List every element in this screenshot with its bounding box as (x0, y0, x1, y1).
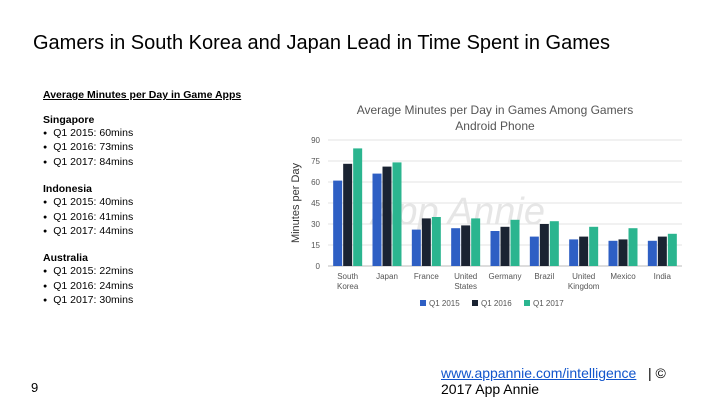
country-name: Australia (43, 252, 88, 265)
legend-label: Q1 2017 (533, 299, 564, 308)
bar (343, 163, 353, 266)
x-tick-label: South (337, 272, 358, 281)
x-tick-label: France (414, 272, 439, 281)
x-tick-label: United (572, 272, 595, 281)
x-tick-label: Korea (337, 282, 359, 291)
bar (461, 225, 471, 266)
list-item: Q1 2015: 40mins (43, 196, 283, 210)
bar (500, 226, 510, 266)
appannie-intelligence-link[interactable]: www.appannie.com/intelligence (441, 365, 637, 381)
list-item: Q1 2015: 22mins (43, 265, 283, 279)
legend-swatch (524, 300, 530, 306)
y-tick-label: 30 (311, 220, 320, 229)
bar (333, 180, 343, 266)
x-tick-label: Germany (489, 272, 522, 281)
x-tick-label: Japan (376, 272, 398, 281)
country-name: Indonesia (43, 183, 93, 196)
list-item: Q1 2017: 84mins (43, 156, 283, 170)
bar (510, 219, 520, 266)
chart-subtitle: Android Phone (455, 119, 535, 133)
bar (608, 240, 618, 266)
bar (549, 221, 559, 266)
legend-label: Q1 2015 (429, 299, 460, 308)
slide-title: Gamers in South Korea and Japan Lead in … (33, 32, 611, 54)
bar (451, 228, 461, 266)
country-block-australia: Australia Q1 2015: 22mins Q1 2016: 24min… (43, 252, 283, 308)
bar (392, 162, 402, 266)
bar (372, 173, 382, 266)
x-tick-label: Kingdom (568, 282, 600, 291)
x-tick-label: States (454, 282, 477, 291)
list-item: Q1 2017: 30mins (43, 294, 283, 308)
bar (382, 166, 392, 266)
bar (667, 233, 677, 266)
y-tick-label: 90 (311, 136, 320, 145)
bar (529, 236, 539, 266)
list-item: Q1 2016: 41mins (43, 211, 283, 225)
y-tick-label: 60 (311, 178, 320, 187)
bar (647, 240, 657, 266)
country-block-singapore: Singapore Q1 2015: 60mins Q1 2016: 73min… (43, 114, 283, 170)
footer-separator: | © (648, 365, 666, 381)
list-item: Q1 2015: 60mins (43, 127, 283, 141)
page-number: 9 (31, 380, 39, 395)
bar (431, 217, 441, 266)
bar (411, 229, 421, 266)
bar (657, 236, 667, 266)
x-tick-label: India (654, 272, 672, 281)
y-tick-label: 75 (311, 157, 320, 166)
stats-heading: Average Minutes per Day in Game Apps (43, 89, 242, 101)
bar (353, 148, 363, 266)
chart-title: Average Minutes per Day in Games Among G… (356, 103, 634, 117)
bar (579, 236, 589, 266)
list-item: Q1 2017: 44mins (43, 225, 283, 239)
y-tick-label: 0 (316, 262, 321, 271)
legend-swatch (420, 300, 426, 306)
legend-swatch (472, 300, 478, 306)
legend-label: Q1 2016 (481, 299, 512, 308)
bar (618, 239, 628, 266)
y-tick-label: 15 (311, 241, 320, 250)
footer-copyright: 2017 App Annie (441, 381, 540, 397)
stats-panel: Average Minutes per Day in Game Apps Sin… (43, 88, 283, 322)
x-tick-label: Brazil (534, 272, 554, 281)
x-tick-label: United (454, 272, 477, 281)
list-item: Q1 2016: 73mins (43, 141, 283, 155)
bar (628, 228, 638, 266)
bar (471, 218, 481, 266)
country-name: Singapore (43, 114, 95, 126)
bar-chart: App Annie 0 15 30 45 60 75 90 Minutes per Day Sou… (280, 96, 710, 320)
list-item: Q1 2016: 24mins (43, 280, 283, 294)
country-block-indonesia: Indonesia Q1 2015: 40mins Q1 2016: 41min… (43, 183, 283, 239)
bar (589, 226, 599, 266)
bar (569, 239, 579, 266)
bar (421, 218, 431, 266)
y-axis-label: Minutes per Day (290, 162, 302, 243)
bar (539, 224, 549, 266)
bar (490, 231, 500, 266)
x-tick-label: Mexico (610, 272, 636, 281)
y-tick-label: 45 (311, 199, 320, 208)
